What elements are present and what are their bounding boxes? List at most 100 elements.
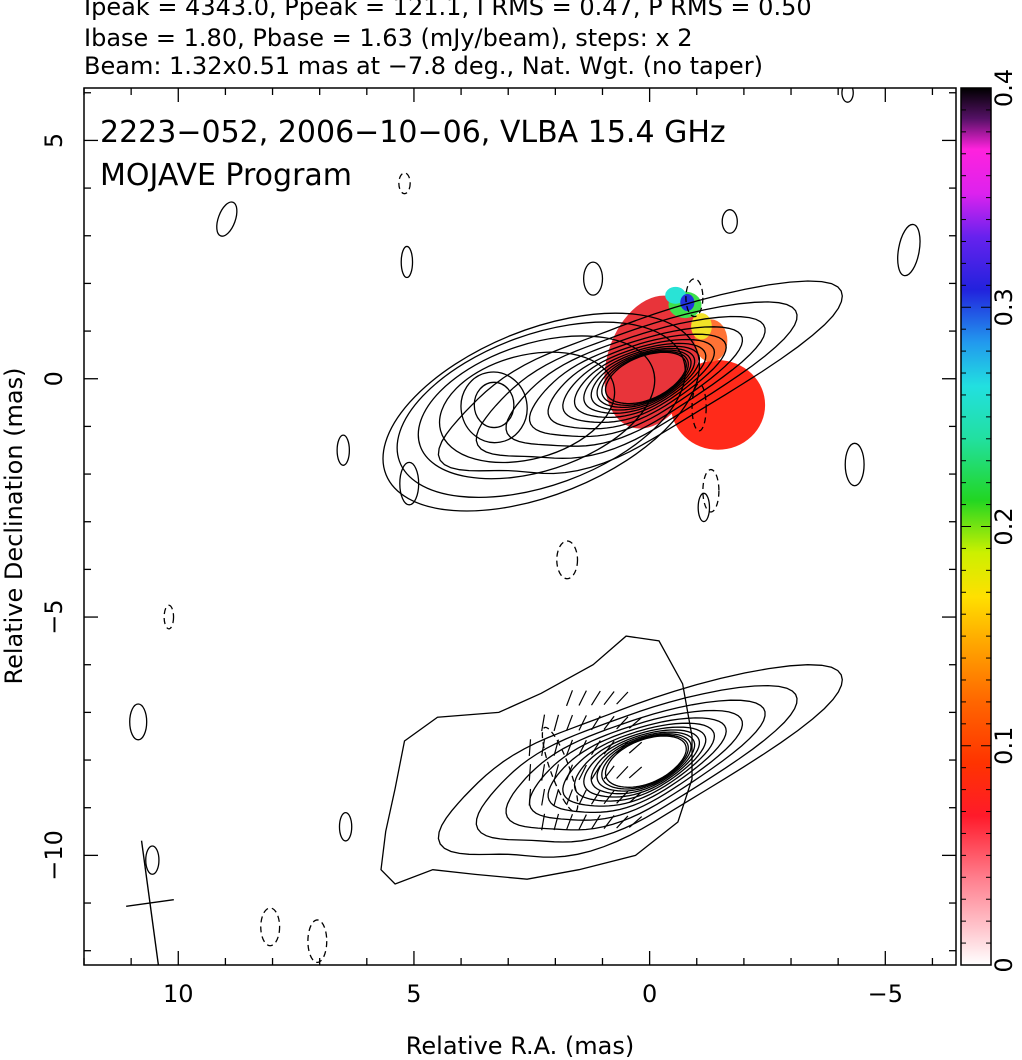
negative-contour-5 — [556, 540, 579, 580]
polarization-vector — [603, 691, 615, 706]
polarization-vector — [565, 690, 574, 707]
upper-knot-contour-2 — [460, 371, 528, 444]
noise-contour-6 — [844, 442, 865, 487]
colorbar-tick-label: 0 — [990, 957, 1018, 972]
upper-knot-contour-3 — [438, 351, 616, 464]
lower-contour-10 — [596, 733, 692, 792]
noise-contour-8 — [721, 209, 738, 234]
upper-contour-9 — [590, 347, 696, 411]
noise-contour-11 — [338, 811, 353, 842]
polarization-vector — [565, 814, 574, 831]
plot-frame — [83, 87, 957, 966]
upper-contour-6 — [562, 338, 716, 424]
upper-contour-12 — [604, 351, 687, 405]
x-axis-title: Relative R.A. (mas) — [406, 1032, 634, 1060]
polarization-vector — [553, 714, 560, 732]
negative-contour-3 — [691, 383, 707, 432]
polarization-vector — [603, 765, 615, 780]
upper-knot-contour-6 — [382, 312, 701, 512]
y-tick-label: −5 — [40, 599, 68, 634]
polarization-vector — [603, 790, 615, 805]
x-tick-label: 5 — [406, 980, 421, 1008]
lower-contour-4 — [528, 709, 744, 821]
colorbar-frame — [960, 87, 992, 966]
polarization-vector — [603, 715, 615, 730]
polarization-vector — [590, 765, 601, 780]
polarization-vector — [578, 739, 587, 756]
lower-contour-8 — [583, 729, 701, 798]
noise-contour-4 — [336, 434, 351, 466]
header-line-2: Ibase = 1.80, Pbase = 1.63 (mJy/beam), s… — [84, 24, 693, 52]
polarization-vector — [541, 739, 546, 756]
upper-knot-contour-4 — [417, 335, 656, 480]
program-annotation: MOJAVE Program — [100, 158, 352, 193]
lower-contour-2 — [475, 684, 798, 843]
lower-contour-6 — [562, 722, 716, 807]
noise-contour-12 — [697, 492, 711, 523]
lower-contour-7 — [573, 726, 707, 802]
polarization-vector — [616, 691, 629, 705]
polarization-vector — [578, 690, 587, 706]
polarization-vector — [628, 766, 643, 779]
lower-negative-contour — [541, 726, 579, 813]
polarization-vector — [616, 741, 629, 755]
upper-knot-contour-1 — [473, 381, 515, 429]
upper-contour-7 — [573, 342, 707, 419]
negative-contour-2 — [685, 278, 704, 318]
polarization-vector — [528, 788, 532, 806]
polarization-vector — [590, 690, 601, 706]
polarization-vector — [628, 791, 643, 804]
polarization-vector — [553, 789, 560, 806]
polarization-vector — [590, 715, 601, 731]
colorbar-tick-label: 0.2 — [990, 507, 1018, 545]
polarization-vector — [628, 741, 643, 754]
polarization-vector — [578, 715, 587, 731]
polarization-vector — [603, 815, 615, 829]
lower-contour-11 — [601, 734, 689, 790]
x-tick-label: 10 — [163, 980, 194, 1008]
noise-contour-7 — [897, 223, 921, 277]
colorbar-tick-label: 0.4 — [990, 69, 1018, 107]
negative-contour-8 — [307, 919, 328, 964]
noise-contour-9 — [129, 703, 148, 741]
colorbar-tick-label: 0.3 — [990, 288, 1018, 326]
upper-contour-1 — [437, 280, 843, 475]
fpol-blue-region — [680, 293, 695, 311]
upper-contour-3 — [505, 315, 766, 447]
polarization-vector — [541, 813, 546, 831]
polarization-vector — [616, 765, 629, 779]
polarization-vector — [616, 790, 629, 804]
noise-contour-13 — [841, 88, 854, 103]
polarization-vector — [590, 814, 601, 830]
negative-contour-1 — [398, 172, 411, 195]
colorbar-tick-label: 0.1 — [990, 727, 1018, 765]
noise-contour-3 — [582, 261, 604, 296]
polarization-vector — [528, 739, 532, 757]
lower-contour-9 — [590, 731, 696, 795]
lower-contour-1 — [437, 664, 843, 858]
y-tick-label: 0 — [40, 371, 68, 386]
polarization-vector — [590, 740, 601, 756]
header-line-1: Ipeak = 4343.0, Ppeak = 121.1, I RMS = 0… — [84, 0, 812, 21]
polarization-vector — [578, 764, 587, 781]
upper-contour-5 — [547, 333, 727, 430]
noise-contour-1 — [216, 201, 238, 237]
upper-contour-10 — [596, 349, 692, 409]
lower-outer-contour — [380, 635, 693, 885]
polarization-vector — [578, 789, 587, 805]
polarization-vector — [553, 813, 560, 831]
noise-contour-5 — [399, 461, 420, 506]
upper-contour-4 — [528, 326, 744, 438]
polarization-vector — [628, 816, 643, 828]
polarization-vector — [590, 789, 601, 805]
polarization-vector — [565, 714, 574, 731]
y-tick-label: 5 — [40, 133, 68, 148]
negative-contour-7 — [260, 907, 281, 947]
polarization-vector — [553, 739, 560, 756]
upper-contour-2 — [475, 301, 798, 459]
polarization-vector — [578, 814, 587, 830]
y-axis-title: Relative Declination (mas) — [0, 367, 28, 684]
polarization-vector — [628, 716, 643, 729]
noise-contour-2 — [400, 245, 414, 279]
